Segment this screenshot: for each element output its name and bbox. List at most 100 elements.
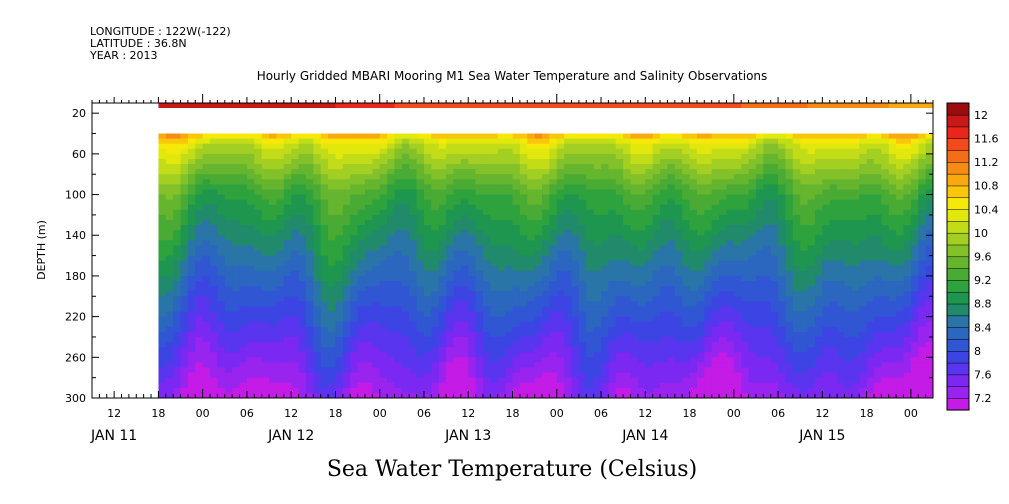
contour-cell [180, 169, 189, 175]
contour-cell [401, 133, 410, 140]
contour-cell [792, 265, 801, 272]
contour-cell [726, 362, 735, 369]
contour-cell [689, 281, 698, 287]
contour-cell [571, 326, 580, 333]
contour-cell [232, 260, 241, 267]
surface-cell [313, 103, 322, 109]
contour-cell [792, 275, 801, 282]
contour-cell [785, 255, 794, 262]
contour-cell [770, 311, 779, 318]
contour-cell [564, 250, 573, 257]
contour-cell [335, 199, 344, 206]
contour-cell [254, 387, 263, 394]
contour-cell [571, 179, 580, 185]
contour-cell [246, 281, 255, 287]
contour-cell [475, 362, 484, 369]
contour-cell [556, 153, 565, 160]
contour-cell [578, 347, 587, 353]
contour-cell [807, 194, 816, 201]
contour-cell [305, 316, 314, 323]
contour-cell [305, 281, 314, 287]
contour-cell [837, 296, 846, 302]
contour-cell [446, 301, 455, 308]
surface-cell [564, 103, 573, 109]
contour-cell [468, 311, 477, 318]
contour-cell [814, 179, 823, 185]
contour-cell [394, 214, 403, 221]
contour-cell [482, 245, 491, 252]
contour-cell [844, 158, 853, 165]
contour-cell [217, 367, 226, 374]
contour-cell [320, 321, 329, 328]
contour-cell [519, 342, 528, 348]
contour-cell [291, 194, 300, 201]
contour-cell [792, 316, 801, 323]
contour-cell [335, 138, 344, 145]
contour-cell [379, 301, 388, 308]
contour-cell [564, 214, 573, 221]
contour-cell [335, 270, 344, 277]
surface-cell [837, 103, 846, 109]
contour-cell [578, 184, 587, 191]
contour-cell [173, 225, 182, 231]
contour-cell [254, 321, 263, 328]
contour-cell [652, 219, 661, 226]
contour-cell [851, 174, 860, 180]
contour-cell [615, 377, 624, 384]
contour-cell [202, 270, 211, 277]
contour-cell [254, 148, 263, 155]
contour-cell [792, 250, 801, 257]
contour-cell [423, 255, 432, 262]
contour-cell [246, 336, 255, 343]
contour-cell [807, 342, 816, 348]
contour-cell [755, 250, 764, 257]
contour-cell [394, 367, 403, 374]
contour-cell [549, 286, 558, 292]
contour-cell [556, 225, 565, 231]
contour-cell [556, 281, 565, 287]
contour-cell [505, 387, 514, 394]
contour-cell [261, 174, 270, 180]
contour-cell [342, 387, 351, 394]
contour-cell [534, 372, 543, 379]
contour-cell [674, 255, 683, 262]
contour-cell [564, 377, 573, 384]
contour-cell [814, 235, 823, 241]
contour-cell [711, 204, 720, 211]
contour-cell [770, 321, 779, 328]
contour-cell [696, 225, 705, 231]
contour-cell [173, 240, 182, 247]
contour-cell [254, 194, 263, 201]
contour-cell [401, 148, 410, 155]
contour-cell [409, 377, 418, 384]
contour-cell [778, 342, 787, 348]
contour-cell [652, 326, 661, 333]
contour-cell [490, 225, 499, 231]
contour-cell [652, 209, 661, 216]
contour-cell [269, 235, 278, 241]
contour-cell [246, 286, 255, 292]
contour-cell [512, 301, 521, 308]
contour-cell [401, 321, 410, 328]
contour-cell [837, 275, 846, 282]
contour-cell [512, 179, 521, 185]
contour-cell [446, 133, 455, 140]
contour-cell [615, 296, 624, 302]
contour-cell [446, 291, 455, 297]
contour-cell [217, 260, 226, 267]
contour-cell [615, 281, 624, 287]
contour-cell [165, 133, 174, 140]
contour-cell [667, 158, 676, 165]
contour-cell [527, 255, 536, 262]
contour-cell [482, 225, 491, 231]
contour-cell [173, 199, 182, 206]
contour-cell [195, 362, 204, 369]
contour-cell [800, 235, 809, 241]
contour-cell [652, 342, 661, 348]
contour-cell [490, 352, 499, 358]
contour-cell [460, 382, 469, 389]
contour-cell [630, 184, 639, 191]
contour-cell [232, 225, 241, 231]
contour-cell [682, 306, 691, 313]
contour-cell [283, 235, 292, 241]
